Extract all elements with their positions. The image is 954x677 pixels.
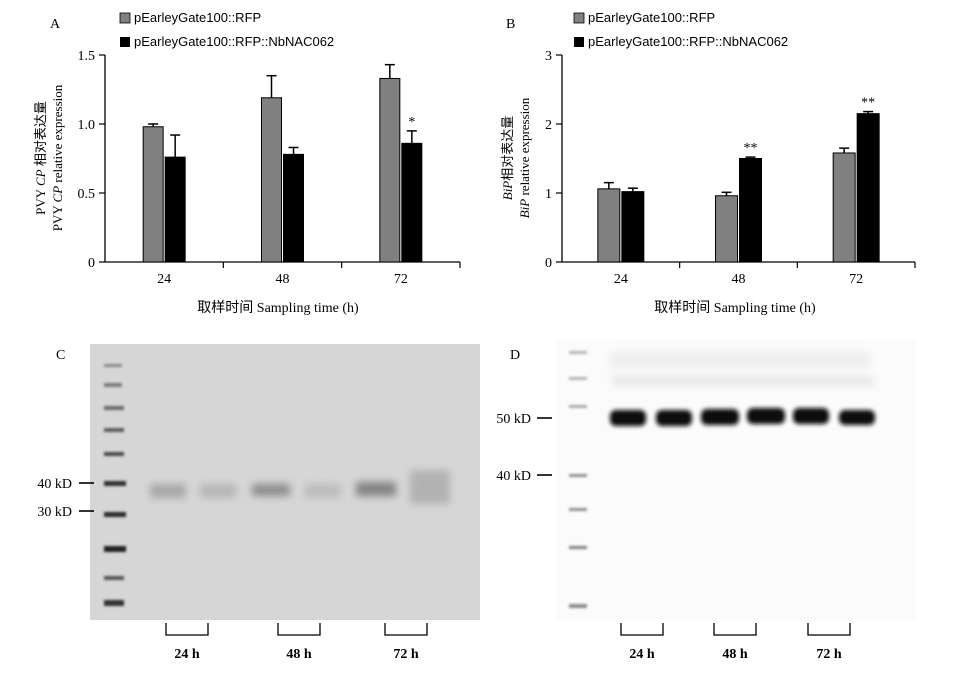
- legend: pEarleyGate100::RFP pEarleyGate100::RFP:…: [119, 10, 334, 49]
- lane-bracket: [620, 623, 664, 636]
- y-tick-label: 1.0: [78, 118, 96, 133]
- panel-label-c: C: [56, 348, 65, 363]
- bar-treatment: [164, 156, 186, 263]
- significance-mark: *: [408, 115, 415, 130]
- background-smear: [610, 352, 874, 386]
- lane-bracket: [277, 623, 321, 636]
- significance-mark: **: [861, 96, 875, 111]
- x-tick-label: 72: [849, 272, 863, 287]
- marker-label: 40 kD: [496, 469, 531, 484]
- y-tick-label: 2: [545, 118, 552, 133]
- legend-swatch-treatment: [574, 37, 584, 47]
- bar-treatment: [283, 153, 304, 263]
- y-tick-label: 1: [545, 187, 552, 202]
- time-label: 24 h: [174, 647, 200, 662]
- y-axis-label-cn: BiP相对表达量: [500, 116, 515, 201]
- x-tick-label: 72: [394, 272, 408, 287]
- blot-panel-c: C 40 kD 30 kD: [37, 344, 480, 662]
- y-axis-label-cn: PVY CP 相对表达量: [33, 101, 48, 215]
- marker-label: 30 kD: [37, 505, 72, 520]
- y-tick-label: 1.5: [78, 49, 96, 64]
- y-axis-label-en: BiP relative expression: [517, 97, 532, 218]
- legend: pEarleyGate100::RFP pEarleyGate100::RFP:…: [573, 10, 788, 49]
- bar-control: [142, 126, 164, 263]
- x-axis-label: 取样时间 Sampling time (h): [197, 300, 359, 316]
- bar-control: [832, 152, 856, 263]
- lane-bracket: [713, 623, 757, 636]
- blot-panel-d: D 50 kD 40 kD: [496, 340, 916, 662]
- protein-ladder: [104, 364, 126, 606]
- time-label: 72 h: [816, 647, 842, 662]
- bar-treatment: [856, 113, 880, 263]
- legend-label-treatment: pEarleyGate100::RFP::NbNAC062: [588, 34, 788, 49]
- legend-swatch-treatment: [120, 37, 130, 47]
- bar-control: [261, 97, 282, 263]
- marker-label: 50 kD: [496, 412, 531, 427]
- x-tick-label: 48: [276, 272, 290, 287]
- time-label: 24 h: [629, 647, 655, 662]
- chart-area-b: 0 1 2 3 24 48 72 ** **: [545, 49, 916, 287]
- protein-ladder: [569, 351, 587, 608]
- legend-label-control: pEarleyGate100::RFP: [588, 10, 715, 25]
- sample-bands: [150, 470, 450, 504]
- legend-swatch-control: [119, 12, 131, 24]
- bar-control: [597, 188, 621, 263]
- bar-treatment: [621, 191, 645, 263]
- y-axis-label-en: PVY CP relative expression: [50, 84, 65, 231]
- bar-control: [379, 77, 401, 263]
- panel-label-b: B: [506, 17, 515, 32]
- significance-mark: **: [744, 141, 758, 156]
- chart-panel-b: B pEarleyGate100::RFP pEarleyGate100::RF…: [500, 10, 916, 316]
- x-axis-label: 取样时间 Sampling time (h): [654, 300, 816, 316]
- y-tick-label: 0: [88, 256, 95, 271]
- x-tick-label: 48: [732, 272, 746, 287]
- panel-label-a: A: [50, 17, 61, 32]
- y-tick-label: 3: [545, 49, 552, 64]
- chart-area-a: 0 0.5 1.0 1.5 24 48 72 *: [78, 49, 461, 287]
- y-tick-label: 0: [545, 256, 552, 271]
- x-tick-label: 24: [157, 272, 171, 287]
- lane-bracket: [165, 623, 209, 636]
- time-label: 48 h: [722, 647, 748, 662]
- chart-panel-a: A pEarleyGate100::RFP pEarleyGate100::RF…: [33, 10, 461, 316]
- sample-bands: [610, 408, 875, 426]
- time-label: 72 h: [393, 647, 419, 662]
- bar-control: [715, 195, 738, 263]
- marker-label: 40 kD: [37, 477, 72, 492]
- time-label: 48 h: [286, 647, 312, 662]
- legend-label-control: pEarleyGate100::RFP: [134, 10, 261, 25]
- blot-membrane: [556, 340, 916, 620]
- bar-treatment: [401, 142, 423, 263]
- x-tick-label: 24: [614, 272, 628, 287]
- y-tick-label: 0.5: [78, 187, 96, 202]
- lane-bracket: [384, 623, 428, 636]
- panel-label-d: D: [510, 348, 520, 363]
- bar-treatment: [739, 158, 762, 263]
- legend-label-treatment: pEarleyGate100::RFP::NbNAC062: [134, 34, 334, 49]
- lane-bracket: [807, 623, 851, 636]
- legend-swatch-control: [573, 12, 585, 24]
